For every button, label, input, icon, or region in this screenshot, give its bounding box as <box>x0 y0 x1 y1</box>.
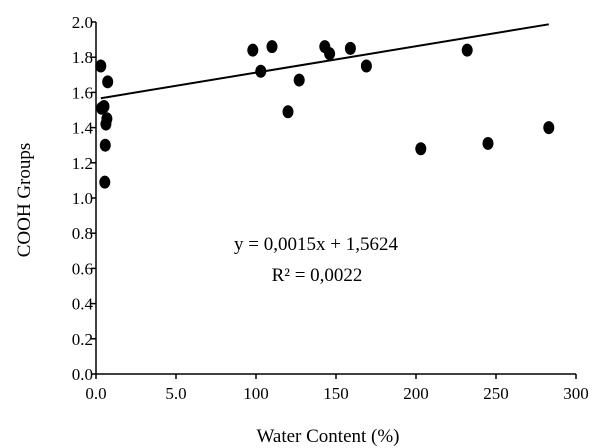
x-tick-label: 150 <box>323 384 349 403</box>
data-point <box>415 142 427 156</box>
x-axis-title: Water Content (%) <box>256 426 399 447</box>
data-point <box>293 73 305 87</box>
x-tick-label: 100 <box>243 384 269 403</box>
data-points <box>95 40 555 189</box>
y-tick-label: 1.0 <box>72 189 93 208</box>
x-tick-label: 300 <box>563 384 589 403</box>
x-tick-label: 200 <box>403 384 429 403</box>
data-point <box>324 47 336 61</box>
r-squared-label: R² = 0,0022 <box>272 265 363 286</box>
data-point <box>99 138 111 152</box>
x-axis-ticks: 0.0 5.0 100 150 200 250 300 <box>85 374 589 403</box>
data-point <box>247 43 259 57</box>
trendline-layer <box>100 23 549 100</box>
y-tick-label: 2.0 <box>72 13 93 32</box>
data-point <box>482 136 494 150</box>
x-tick-label: 250 <box>483 384 509 403</box>
data-point <box>282 105 294 119</box>
y-tick-label: 0.0 <box>72 365 93 384</box>
data-point <box>461 43 473 57</box>
y-tick-label: 0.4 <box>72 295 94 314</box>
data-point <box>255 64 267 78</box>
trendline <box>100 23 549 100</box>
y-tick-label: 0.6 <box>72 259 93 278</box>
data-point <box>344 41 356 55</box>
data-point <box>543 121 555 135</box>
data-point <box>101 112 113 126</box>
y-axis-ticks: 0.0 0.2 0.4 0.6 0.8 1.0 1.2 1.4 1.6 1.8 2.0 <box>72 13 96 384</box>
y-tick-label: 0.8 <box>72 224 93 243</box>
x-tick-label: 5.0 <box>165 384 186 403</box>
y-tick-label: 1.4 <box>72 119 94 138</box>
y-tick-label: 0.2 <box>72 330 93 349</box>
y-axis-title: COOH Groups <box>14 143 35 258</box>
y-tick-label: 1.6 <box>72 83 93 102</box>
x-tick-label: 0.0 <box>85 384 106 403</box>
data-point <box>360 59 372 73</box>
data-point <box>98 99 110 113</box>
data-point <box>266 40 278 54</box>
y-tick-label: 1.2 <box>72 154 93 173</box>
regression-equation: y = 0,0015x + 1,5624 <box>234 234 398 255</box>
data-point <box>99 175 111 189</box>
data-point <box>95 59 107 73</box>
y-tick-label: 1.8 <box>72 48 93 67</box>
data-point <box>102 75 114 89</box>
